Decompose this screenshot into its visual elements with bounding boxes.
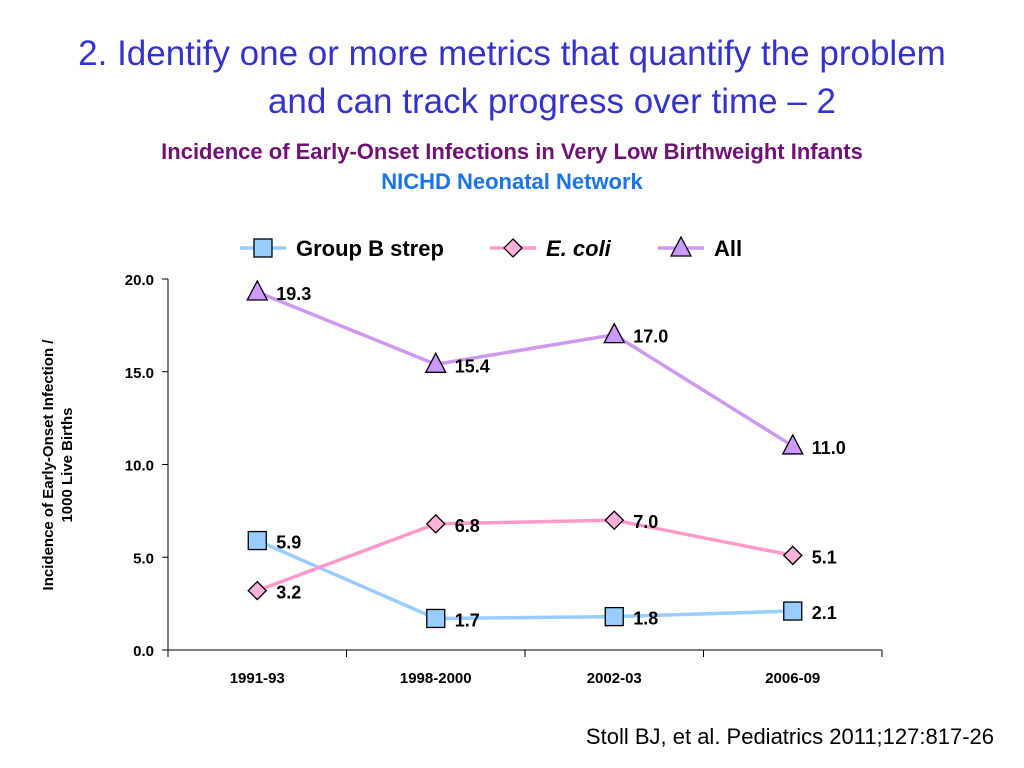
data-label: 1.7: [455, 610, 480, 630]
data-label: 17.0: [633, 327, 668, 347]
data-label: 1.8: [633, 609, 658, 629]
legend-marker: [669, 235, 693, 257]
data-point: [781, 433, 804, 455]
data-point: [604, 606, 624, 627]
y-tick-label: 5.0: [133, 550, 154, 567]
data-point: [247, 580, 268, 601]
data-point: [246, 279, 269, 301]
data-label: 2.1: [812, 603, 837, 623]
series-diamond: 3.2 6.8 7.0 5.1: [247, 510, 837, 603]
series-line: [256, 518, 794, 593]
data-point: [426, 608, 446, 629]
y-axis-label-line1: Incidence of Early-Onset Infection /: [40, 339, 57, 591]
chart-subtitle-line2: NICHD Neonatal Network: [381, 169, 643, 194]
data-point: [782, 545, 803, 566]
data-label: 19.3: [276, 284, 311, 304]
data-point: [783, 601, 803, 621]
x-tick-label: 2002-03: [587, 670, 642, 687]
chart-legend: Group B strep E. coli All: [240, 235, 742, 261]
data-label: 3.2: [276, 583, 301, 603]
y-tick-label: 15.0: [125, 365, 154, 382]
legend-label: Group B strep: [296, 236, 444, 261]
data-point: [424, 351, 447, 373]
chart-axes: 0.0 5.0 10.0 15.0 20.0 1991-93 1998-2000 2002-0…: [125, 272, 883, 687]
chart-series: 5.9 1.7 1.8 2.1 3.2 6.8 7.0 5.1 19.3 15.4 17.0 11.0: [246, 279, 846, 630]
legend-label: All: [714, 236, 742, 261]
data-label: 5.1: [812, 547, 837, 567]
data-point: [247, 530, 267, 551]
legend-marker: [253, 238, 273, 258]
data-label: 5.9: [276, 533, 301, 553]
data-point: [604, 510, 625, 531]
data-point: [425, 513, 446, 534]
legend-item: E. coli: [490, 236, 612, 261]
data-label: 11.0: [812, 438, 846, 458]
x-tick-label: 2006-09: [765, 670, 820, 687]
data-label: 6.8: [455, 516, 480, 536]
x-tick-label: 1998-2000: [400, 670, 472, 687]
data-label: 15.4: [455, 356, 490, 376]
y-tick-label: 20.0: [125, 272, 154, 289]
slide-heading: 2. Identify one or more metrics that qua…: [0, 30, 1024, 126]
slide-heading-line1: 2. Identify one or more metrics that qua…: [78, 34, 946, 73]
y-tick-label: 10.0: [125, 458, 154, 475]
data-label: 7.0: [633, 512, 658, 532]
chart-subtitle: Incidence of Early-Onset Infections in V…: [0, 137, 1024, 197]
citation: Stoll BJ, et al. Pediatrics 2011;127:817…: [585, 724, 994, 749]
legend-label: E. coli: [546, 236, 612, 261]
series-line: [256, 290, 794, 448]
legend-item: Group B strep: [240, 236, 444, 261]
x-tick-label: 1991-93: [230, 670, 285, 687]
series-square: 5.9 1.7 1.8 2.1: [247, 530, 837, 630]
data-point: [603, 322, 626, 344]
legend-marker: [503, 238, 523, 258]
slide-heading-line2: and can track progress over time – 2: [267, 82, 837, 121]
legend-item: All: [658, 235, 742, 261]
y-axis-label-line2: 1000 Live Births: [59, 407, 76, 522]
series-line: [256, 538, 793, 621]
series-triangle: 19.3 15.4 17.0 11.0: [246, 279, 846, 458]
chart-subtitle-line1: Incidence of Early-Onset Infections in V…: [161, 139, 863, 164]
y-tick-label: 0.0: [133, 643, 154, 660]
